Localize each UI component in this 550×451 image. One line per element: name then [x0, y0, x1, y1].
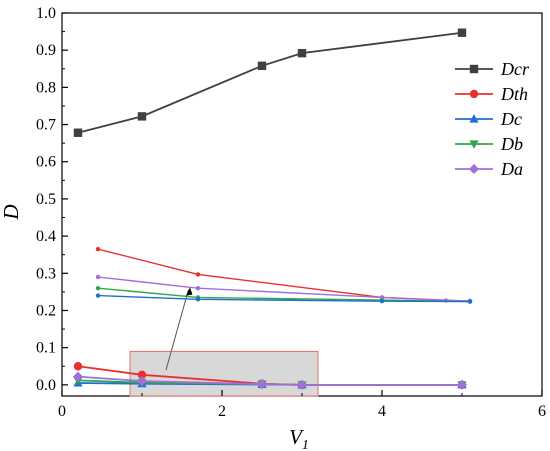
inset-point-dth [95, 246, 101, 252]
legend-label-dc: Dc [500, 109, 522, 129]
y-tick-label: 0.7 [36, 117, 56, 134]
y-tick-label: 0.2 [36, 302, 56, 319]
inset-point-dc [467, 299, 473, 304]
tick-layer: 0 2 4 6 0.0 0.1 0.2 0.3 0.4 0.5 0.6 0.7 0.8 0.9 1.0 [36, 5, 546, 420]
zoom-arrow-head [186, 287, 193, 296]
legend-marker-dcr [469, 64, 479, 74]
y-tick-label: 0.6 [36, 154, 56, 171]
x-axis-label: V1 [289, 425, 309, 451]
data-point-da [136, 376, 148, 387]
x-tick-label: 4 [378, 403, 386, 420]
legend-marker-dc [469, 114, 479, 123]
data-point-dth [137, 370, 147, 380]
y-tick-label: 0.3 [36, 265, 56, 282]
inset-point-dc [95, 293, 101, 298]
legend-marker-da [468, 163, 480, 175]
legend: Dcr Dth Dc Db Da [455, 59, 530, 179]
x-tick-label: 0 [58, 403, 66, 420]
data-point-da [456, 379, 468, 390]
y-tick-label: 1.0 [36, 5, 56, 22]
inset-line-dc [97, 294, 471, 303]
series-line-dcr [77, 31, 463, 134]
y-tick-label: 0.4 [36, 228, 56, 245]
legend-label-db: Db [500, 134, 523, 154]
y-tick-label: 0.8 [36, 79, 56, 96]
data-point-da [256, 379, 268, 390]
data-point-dcr [73, 128, 83, 137]
y-tick-label: 0.0 [36, 377, 56, 394]
legend-label-dcr: Dcr [500, 59, 530, 79]
legend-label-dth: Dth [500, 84, 528, 104]
data-point-dcr [137, 112, 147, 121]
inset-point-db [95, 285, 101, 291]
data-point-da [296, 379, 308, 390]
data-point-dth [73, 362, 83, 371]
data-point-da [72, 371, 84, 382]
y-tick-label: 0.9 [36, 42, 56, 59]
zoom-highlight-box [129, 350, 319, 397]
zoom-arrow-line [165, 289, 189, 371]
data-point-dcr [257, 61, 267, 71]
inset-point-dc [379, 298, 385, 304]
y-axis-label: D [0, 204, 23, 220]
x-tick-label: 2 [218, 403, 226, 420]
legend-marker-db [469, 140, 479, 149]
inset-point-dc [195, 297, 201, 302]
inset-point-dth [195, 272, 201, 277]
inset-point-da [195, 285, 201, 291]
series-layer [72, 28, 473, 390]
x-tick-label: 6 [538, 403, 546, 420]
y-tick-label: 0.1 [36, 340, 56, 357]
data-point-dcr [457, 28, 467, 37]
highlight-layer [129, 287, 319, 397]
inset-point-da [95, 274, 101, 280]
legend-label-da: Da [500, 159, 523, 179]
y-tick-label: 0.5 [36, 191, 56, 208]
legend-marker-dth [469, 89, 479, 99]
data-point-dcr [297, 48, 307, 58]
